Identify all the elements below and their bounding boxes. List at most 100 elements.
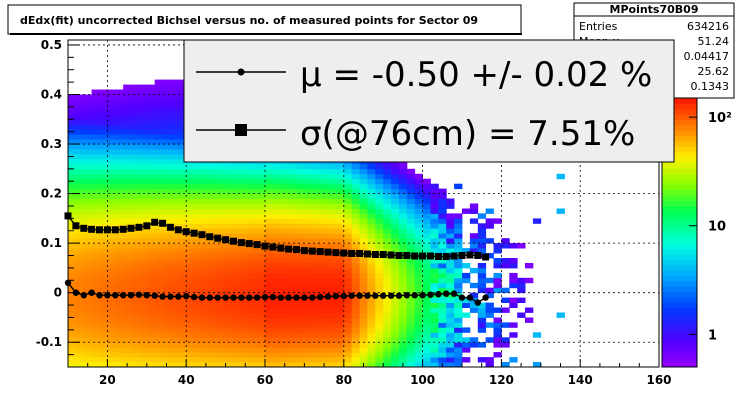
sigma-point [277,244,285,252]
sigma-point [332,249,340,257]
sigma-legend-text: σ(@76cm) = 7.51% [300,114,635,154]
mu-point [206,294,213,301]
sigma-point [434,253,442,260]
sigma-point [159,219,167,227]
mu-point [293,294,300,301]
stat-value: 0.1343 [691,80,730,93]
y-tick-label: 0.1 [41,236,62,250]
sigma-point [230,237,237,245]
mu-point [474,299,481,306]
stats-name: MPoints70B09 [610,3,699,16]
sigma-point [119,225,127,233]
mu-point [395,292,403,299]
mu-point [419,292,426,299]
sigma-point [419,252,427,260]
mu-point [135,291,143,298]
x-tick-label: 60 [257,373,274,387]
sigma-point [450,252,458,260]
sigma-point [261,242,269,250]
mu-point [198,294,206,301]
mu-point [143,292,150,299]
mu-point [120,292,127,299]
sigma-point [166,223,174,231]
mu-point [269,293,277,301]
sigma-point [340,249,348,257]
stat-value: 51.24 [698,35,730,48]
x-tick-label: 100 [410,373,435,387]
mu-point [324,293,332,300]
mu-point [222,294,229,301]
mu-point [411,292,418,299]
mu-point [277,294,284,301]
y-tick-label: 0.5 [41,38,62,52]
mu-point [348,292,355,299]
mu-point [261,293,269,301]
colorbar: 1 10 10² [661,97,732,368]
sigma-point [356,250,364,257]
stat-label: Entries [579,20,618,33]
mu-point [301,294,308,301]
sigma-point [88,225,96,233]
sigma-point [300,247,308,255]
x-tick-label: 140 [568,373,593,387]
mu-point [387,292,395,299]
sigma-point [198,231,206,239]
colorbar-tick-label: 1 [708,328,717,343]
sigma-point [316,248,324,256]
y-tick-label: 0 [54,286,62,300]
sigma-point [371,251,379,258]
mu-point [127,292,135,299]
sigma-point [143,222,151,230]
mu-point [450,290,458,297]
sigma-point [151,218,159,226]
mu-point [317,293,324,301]
mu-point [435,291,442,298]
x-tick-label: 120 [489,373,514,387]
sigma-point [135,223,143,231]
sigma-point [458,252,466,259]
mu-point [340,292,347,300]
mu-point [88,289,95,296]
mu-point [183,292,190,300]
sigma-point [474,252,482,259]
mu-point [443,290,450,297]
mu-point [159,293,166,300]
mu-point [356,292,363,299]
x-axis: 20 40 60 80 100 120 140 160 [67,359,672,387]
sigma-point [427,252,434,260]
sigma-point [269,243,277,251]
mu-point [104,292,111,299]
sigma-point [442,253,450,260]
sigma-point [482,253,490,261]
sigma-point [363,250,371,258]
y-axis: -0.1 0 0.1 0.2 0.3 0.4 0.5 [36,38,80,368]
sigma-point [174,226,182,234]
mu-legend-marker [237,68,245,76]
legend-frame [183,39,675,163]
sigma-point [466,251,474,259]
sigma-point [324,248,332,256]
stat-value: 25.62 [698,65,730,78]
sigma-point [285,245,293,253]
y-tick-label: 0.3 [41,137,62,151]
heatmap-cells [68,64,565,368]
sigma-point [103,226,111,234]
mu-point [151,292,158,299]
y-tick-label: -0.1 [36,335,62,349]
mu-point [458,294,466,301]
sigma-legend-marker [235,124,247,136]
mu-point [190,293,198,301]
sigma-point [222,236,230,244]
sigma-point [293,246,300,254]
y-tick-label: 0.2 [41,187,62,201]
mu-point [167,293,174,300]
sigma-point [127,224,135,232]
mu-legend-text: μ = -0.50 +/- 0.02 % [300,55,652,95]
sigma-point [395,252,403,259]
mu-point [214,294,221,301]
mu-point [427,291,434,298]
sigma-point [214,234,222,242]
sigma-point [403,252,411,259]
title-shadow [10,33,522,35]
